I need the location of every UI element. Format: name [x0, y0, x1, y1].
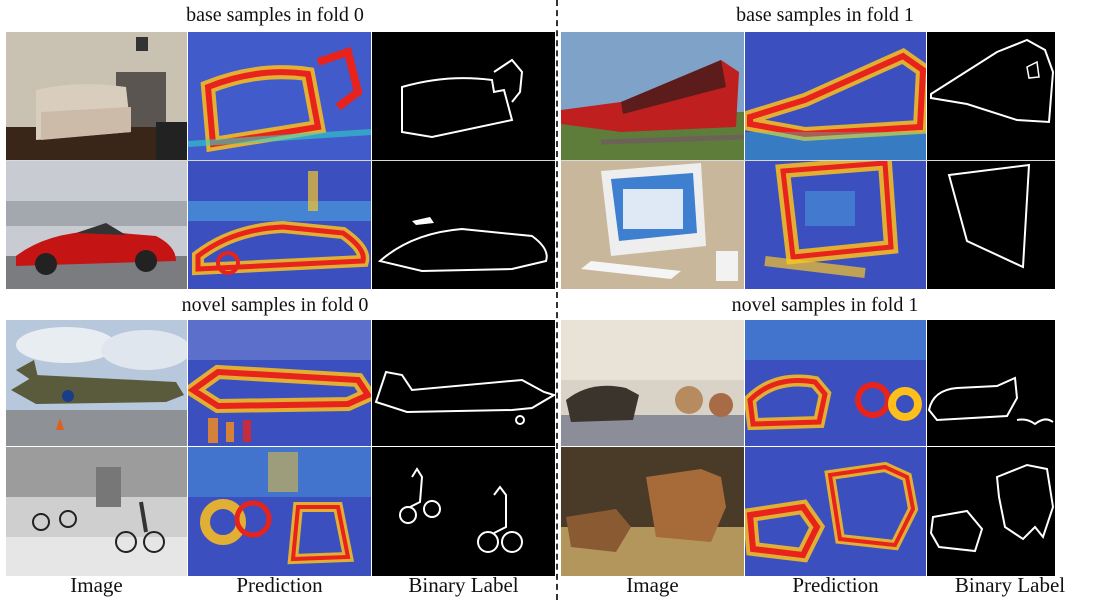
prediction-train: [745, 32, 926, 160]
panel-divider: [556, 0, 558, 600]
column-label-prediction-left: Prediction: [236, 573, 323, 597]
row-separator-right: [561, 160, 1055, 161]
binary-label-aeroplane: [372, 320, 555, 446]
prediction-car: [188, 161, 371, 289]
prediction-aeroplane: [188, 320, 371, 446]
binary-label-bicycle: [372, 447, 555, 576]
prediction-cow: [745, 447, 926, 576]
panel-title-novel-fold-1: novel samples in fold 1: [731, 294, 919, 316]
image-bicycle: [6, 447, 187, 576]
panel-title-base-fold-0: base samples in fold 0: [186, 4, 364, 26]
image-car: [6, 161, 187, 289]
column-label-image-right: Image: [626, 573, 679, 597]
row-separator-left: [6, 160, 555, 161]
column-label-prediction-right: Prediction: [792, 573, 879, 597]
image-monitor: [561, 161, 744, 289]
binary-label-sofa: [372, 32, 555, 160]
panel-title-novel-fold-0: novel samples in fold 0: [181, 294, 369, 316]
prediction-cat: [745, 320, 926, 446]
image-cow: [561, 447, 744, 576]
binary-label-train: [927, 32, 1055, 160]
binary-label-cat: [927, 320, 1055, 446]
prediction-monitor: [745, 161, 926, 289]
image-cat: [561, 320, 744, 446]
panel-title-base-fold-1: base samples in fold 1: [736, 4, 914, 26]
column-label-image-left: Image: [70, 573, 123, 597]
column-label-binary-left: Binary Label: [408, 573, 519, 597]
binary-label-monitor: [927, 161, 1055, 289]
image-aeroplane: [6, 320, 187, 446]
column-label-binary-right: Binary Label: [954, 573, 1066, 597]
image-sofa: [6, 32, 187, 160]
binary-label-car: [372, 161, 555, 289]
prediction-sofa: [188, 32, 371, 160]
prediction-bicycle: [188, 447, 371, 576]
image-train: [561, 32, 744, 160]
binary-label-cow: [927, 447, 1055, 576]
